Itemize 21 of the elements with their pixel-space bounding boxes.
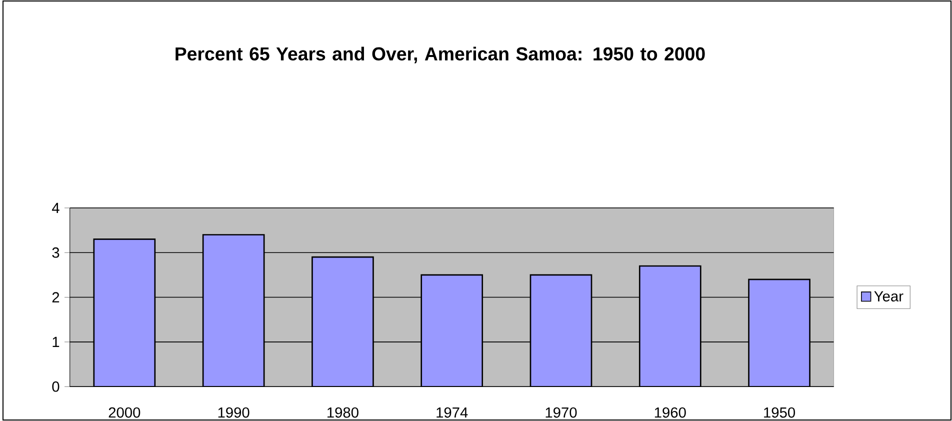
x-tick-label: 1960: [654, 407, 686, 418]
bar: [638, 265, 702, 387]
y-tick-label: 4: [52, 202, 60, 213]
bar: [420, 274, 484, 387]
y-tick-label: 3: [52, 247, 60, 258]
x-tick-label: 1970: [546, 407, 577, 418]
x-tick-label: 1950: [764, 407, 795, 418]
bar: [202, 234, 265, 387]
y-tick-label: 1: [52, 336, 60, 347]
chart-title: Percent 65 Years and Over, American Samoa: 1950 to 2000: [176, 46, 705, 64]
x-tick-label: 1980: [328, 407, 358, 418]
bar: [312, 256, 374, 387]
legend-label: Year: [874, 291, 904, 302]
bar: [93, 238, 156, 387]
y-tick-label: 0: [52, 381, 60, 392]
x-tick-label: 1974: [436, 407, 468, 418]
y-tick-label: 2: [52, 292, 60, 302]
x-tick-label: 2000: [108, 407, 140, 418]
bar: [530, 274, 592, 387]
bar: [748, 278, 810, 387]
x-tick-label: 1990: [218, 407, 250, 418]
